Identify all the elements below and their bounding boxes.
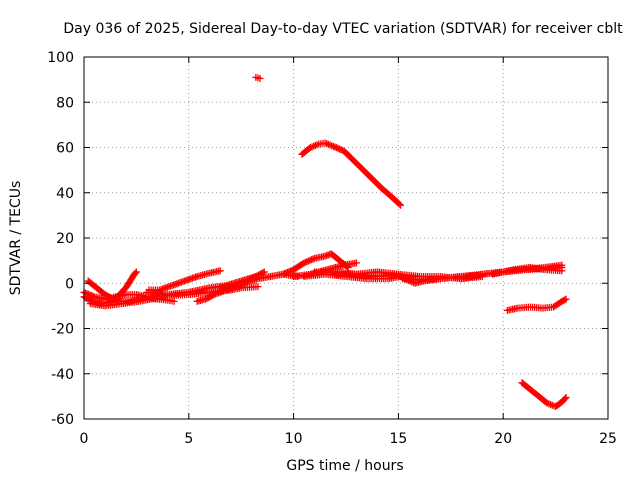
y-tick-label: -20 <box>51 322 74 338</box>
data-point <box>310 142 318 150</box>
x-tick-label: 0 <box>80 431 89 447</box>
data-markers <box>80 73 570 411</box>
y-axis-label: SDTVAR / TECUs <box>8 181 24 296</box>
x-axis-label: GPS time / hours <box>286 458 403 474</box>
y-tick-label: 80 <box>56 95 74 111</box>
data-point <box>562 295 570 303</box>
y-tick-label: -40 <box>51 367 74 383</box>
data-point <box>395 200 403 208</box>
data-point <box>306 144 314 151</box>
y-tick-label: 40 <box>56 186 74 202</box>
axis-ticks: 0 5 10 15 20 25 -60 -40 -20 0 20 40 60 80 100 <box>47 50 617 447</box>
data-point <box>132 268 140 276</box>
data-point <box>558 267 566 275</box>
data-point <box>561 296 569 304</box>
x-tick-label: 25 <box>599 431 617 447</box>
y-tick-label: 60 <box>56 141 74 157</box>
data-point <box>328 142 336 150</box>
series-arc-7 <box>147 283 262 301</box>
data-point <box>545 400 553 408</box>
data-point <box>311 141 319 149</box>
series-arc-19 <box>489 263 566 278</box>
series-arc-10 <box>252 73 264 82</box>
data-point <box>308 143 316 151</box>
x-tick-label: 20 <box>494 431 512 447</box>
series-arc-21 <box>518 379 570 411</box>
data-point <box>216 267 224 275</box>
data-point <box>170 297 178 305</box>
chart-title: Day 036 of 2025, Sidereal Day-to-day VTE… <box>63 21 623 37</box>
y-tick-label: -60 <box>51 412 74 428</box>
data-point <box>562 394 570 402</box>
series-arc-20 <box>503 295 570 314</box>
x-tick-label: 5 <box>184 431 193 447</box>
data-point <box>256 74 264 82</box>
data-point <box>254 283 262 291</box>
data-point <box>324 140 332 148</box>
y-tick-label: 0 <box>65 276 74 292</box>
data-point <box>543 399 551 407</box>
data-point <box>131 269 139 277</box>
y-tick-label: 20 <box>56 231 74 247</box>
y-tick-label: 100 <box>47 50 74 66</box>
data-point <box>547 401 555 409</box>
x-tick-label: 10 <box>285 431 303 447</box>
data-point <box>260 268 268 276</box>
data-point <box>326 141 334 149</box>
data-point <box>323 140 331 148</box>
data-point <box>321 139 329 147</box>
data-point <box>313 141 321 149</box>
x-tick-label: 15 <box>389 431 407 447</box>
data-point <box>561 395 569 403</box>
grid <box>84 57 608 419</box>
data-point <box>396 201 404 209</box>
data-point <box>352 259 360 267</box>
series-arc-11 <box>298 139 404 209</box>
